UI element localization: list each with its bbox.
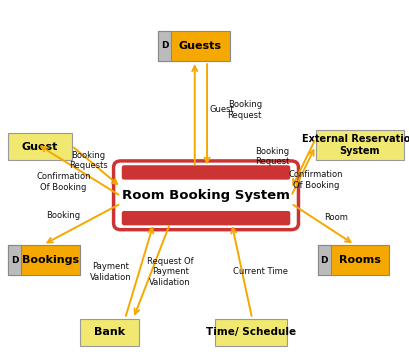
Text: D: D <box>11 256 18 265</box>
Text: Bank: Bank <box>94 327 125 337</box>
FancyBboxPatch shape <box>80 319 139 346</box>
Text: Guest: Guest <box>209 105 233 114</box>
Text: Current Time: Current Time <box>232 267 287 276</box>
Text: Payment
Validation: Payment Validation <box>90 262 131 282</box>
FancyBboxPatch shape <box>315 130 403 160</box>
Text: Room Booking System: Room Booking System <box>122 189 289 202</box>
Text: Booking
Requests: Booking Requests <box>69 150 107 170</box>
Text: Guest: Guest <box>22 142 58 152</box>
Text: Rooms: Rooms <box>338 255 380 265</box>
Text: Booking
Request: Booking Request <box>227 100 261 120</box>
Text: External Reservation
System: External Reservation System <box>301 134 409 156</box>
Text: Confirmation
Of Booking: Confirmation Of Booking <box>288 170 342 190</box>
FancyBboxPatch shape <box>8 245 80 275</box>
Text: Room: Room <box>324 213 347 222</box>
FancyBboxPatch shape <box>317 245 330 275</box>
FancyBboxPatch shape <box>157 31 229 61</box>
Text: Bookings: Bookings <box>22 255 79 265</box>
Text: Booking: Booking <box>46 211 81 220</box>
Text: D: D <box>160 41 168 50</box>
Text: Guests: Guests <box>178 41 221 51</box>
Text: Booking
Request: Booking Request <box>255 147 289 166</box>
Text: D: D <box>320 256 327 265</box>
Text: Confirmation
Of Booking: Confirmation Of Booking <box>36 172 90 192</box>
FancyBboxPatch shape <box>8 245 21 275</box>
FancyBboxPatch shape <box>215 319 286 346</box>
FancyBboxPatch shape <box>121 211 290 225</box>
Text: Time/ Schedule: Time/ Schedule <box>206 327 295 337</box>
FancyBboxPatch shape <box>121 165 290 180</box>
FancyBboxPatch shape <box>113 161 298 230</box>
Text: Request Of
Payment
Validation: Request Of Payment Validation <box>146 257 193 287</box>
FancyBboxPatch shape <box>317 245 389 275</box>
FancyBboxPatch shape <box>8 133 72 160</box>
FancyBboxPatch shape <box>157 31 171 61</box>
